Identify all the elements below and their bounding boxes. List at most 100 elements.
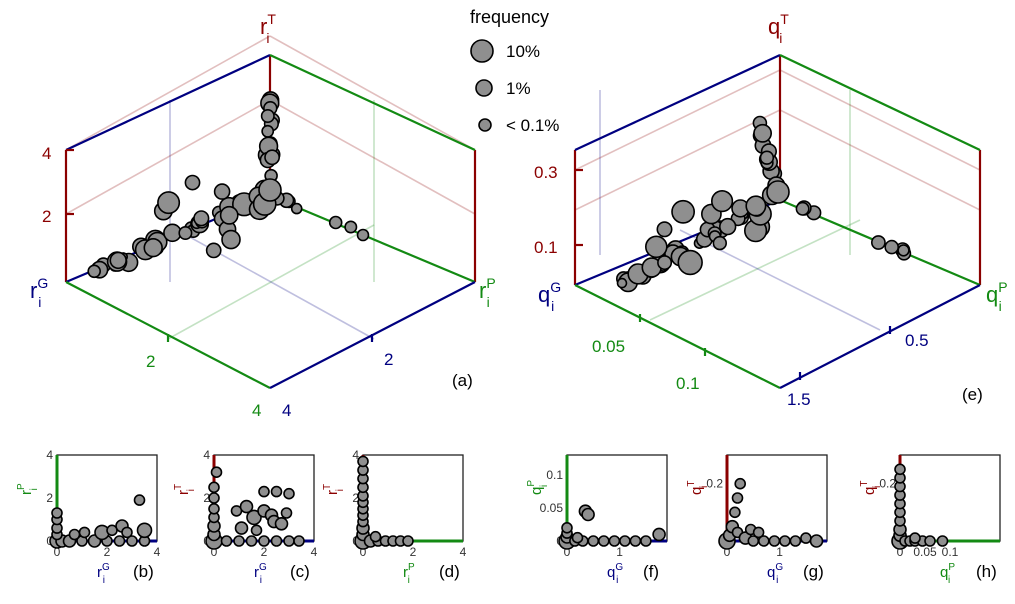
scatter-point: [800, 532, 812, 544]
x-tick-label: 2: [104, 545, 111, 559]
tick-label-G-2: 2: [146, 352, 155, 371]
scatter-point: [656, 221, 673, 238]
panel-label-c: (c): [290, 562, 310, 581]
legend-marker-1: [475, 79, 493, 97]
panel-a-points: [87, 91, 370, 279]
scatter-point: [587, 535, 600, 547]
panel-c: 024024rGirTi(c): [173, 448, 318, 586]
scatter-point: [78, 526, 91, 539]
scatter-point: [283, 535, 295, 547]
y-tick-label: 4: [203, 448, 210, 462]
scatter-point: [219, 205, 239, 225]
scatter-point: [795, 201, 810, 216]
scatter-point: [809, 534, 824, 548]
y-axis-label: qTi: [859, 481, 883, 495]
scatter-point: [87, 264, 101, 279]
tick-label-P-2: 2: [384, 350, 393, 369]
scatter-point: [258, 178, 282, 202]
scatter-point: [258, 535, 270, 547]
y-tick-label: 4: [352, 448, 359, 462]
tick-label-G-01: 0.1: [676, 374, 700, 393]
scatter-point: [581, 507, 595, 522]
plot-frame: [362, 454, 464, 542]
scatter-point: [213, 183, 231, 200]
tick-label-P-05: 0.5: [905, 331, 929, 350]
scatter-point: [208, 492, 220, 504]
legend-marker-10: [470, 39, 494, 63]
panel-g: 0 1 0.2 qG i qTi (g): [686, 454, 828, 586]
scatter-point: [766, 180, 790, 204]
axis-P-top: [779, 54, 981, 151]
scatter-point: [597, 535, 610, 547]
x-tick-label: 1: [616, 545, 623, 559]
axis-label-G: rG i: [30, 275, 48, 310]
panel-label-g: (g): [803, 562, 824, 581]
y-tick-label: 4: [46, 448, 53, 462]
scatter-point: [729, 506, 741, 519]
y-axis-label: rP i: [16, 483, 40, 495]
scatter-point: [779, 535, 791, 547]
scatter-point: [293, 535, 305, 547]
tick-label-P-15: 1.5: [787, 390, 811, 409]
panel-e-points: [615, 115, 912, 293]
panel-h: 0 0.05 0.1 0.2 qP i qTi (h): [859, 454, 1001, 586]
scatter-point: [250, 524, 263, 537]
y-tick-label: 2: [203, 491, 210, 505]
tick-label-T-01: 0.1: [534, 238, 558, 257]
panel-e-grid: [574, 69, 981, 331]
plot-frame: [566, 454, 668, 542]
scatter-point: [671, 199, 696, 224]
axis-P-top: [269, 54, 476, 151]
scatter-point: [710, 190, 734, 213]
scatter-point: [106, 524, 118, 537]
scatter-point: [239, 499, 254, 514]
x-tick-label: 0.1: [942, 545, 959, 559]
x-axis-label: qG i: [767, 562, 783, 586]
panel-label-e: (e): [962, 385, 983, 404]
scatter-point: [221, 229, 241, 250]
scatter-point: [909, 532, 921, 544]
x-tick-label: 0: [360, 545, 367, 559]
panel-label-a: (a): [452, 371, 473, 390]
scatter-point: [718, 217, 737, 236]
x-tick-label: 0: [897, 545, 904, 559]
legend-item-01: < 0.1%: [506, 116, 559, 135]
y-tick-label: 2: [46, 491, 53, 505]
scatter-point: [280, 507, 293, 519]
panel-label-b: (b): [133, 562, 154, 581]
panel-a-grid: [65, 35, 476, 340]
panel-label-d: (d): [439, 562, 460, 581]
axis-label-P: qP i: [986, 279, 1008, 314]
scatter-point: [644, 235, 668, 259]
tick-label-G-005: 0.05: [592, 337, 625, 356]
scatter-point: [629, 535, 642, 547]
x-tick-label: 0: [564, 545, 571, 559]
scatter-point: [258, 485, 270, 498]
y-axis-label: qP i: [526, 480, 550, 495]
x-tick-label: 0: [54, 545, 61, 559]
axis-label-P: rP i: [479, 275, 496, 310]
scatter-point: [657, 255, 673, 271]
scatter-point: [616, 277, 628, 289]
y-axis-label: qTi: [686, 481, 710, 495]
x-tick-label: 0: [211, 545, 218, 559]
scatter-point: [356, 228, 370, 242]
panel-label-f: (f): [643, 562, 659, 581]
tick-label-T-03: 0.3: [534, 163, 558, 182]
panel-e: 0.3 0.1 0.05 0.1 0.5 1.5 qT i qG i qP i (e): [534, 11, 1008, 409]
axis-label-G: qG i: [538, 279, 561, 314]
tick-label-G-4: 4: [252, 401, 261, 420]
scatter-point: [245, 535, 258, 547]
scatter-point: [261, 124, 275, 138]
scatter-point: [184, 174, 201, 191]
scatter-point: [402, 535, 414, 547]
scatter-point: [619, 535, 631, 547]
scatter-point: [109, 251, 127, 270]
scatter-point: [246, 509, 262, 526]
scatter-point: [734, 477, 747, 490]
y-tick-label: 0.2: [706, 477, 723, 491]
scatter-point: [290, 202, 303, 215]
scatter-point: [260, 109, 275, 124]
panel-b: 024024rGirPi(b): [16, 448, 161, 586]
